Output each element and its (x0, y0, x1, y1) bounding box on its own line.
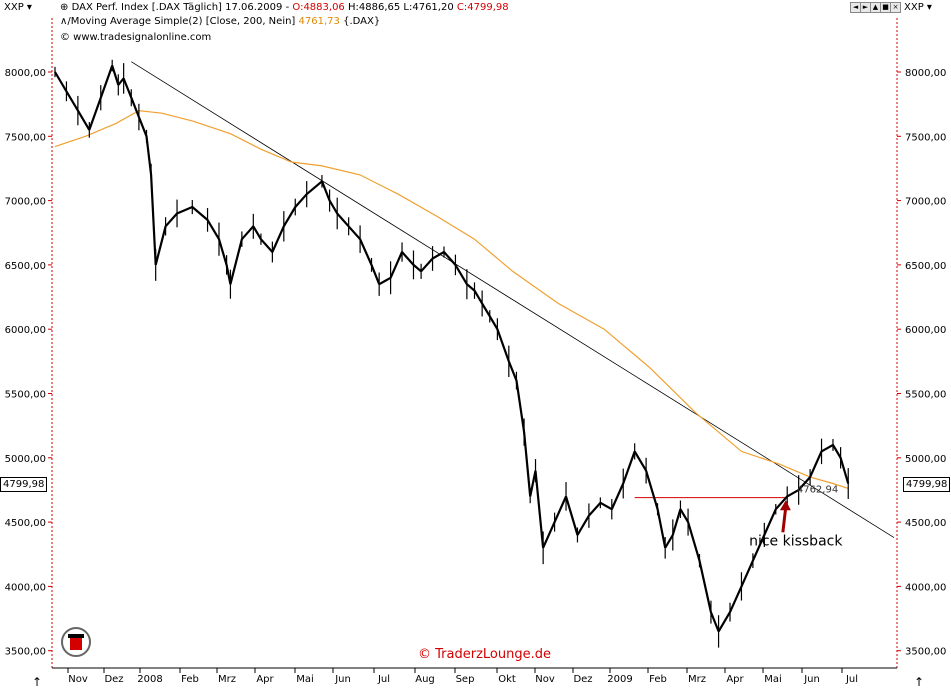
trendline (131, 61, 895, 538)
y-tick-label-left: 5500,00 (5, 390, 46, 401)
traderzlounge-logo (61, 627, 91, 657)
x-tick-label: Feb (181, 674, 199, 685)
y-tick-label-left: 6000,00 (5, 325, 46, 336)
y-tick-label-right: 4500,00 (905, 518, 946, 529)
kissback-arrow-shaft (781, 506, 788, 533)
x-tick-label: Jun (334, 674, 351, 685)
x-tick-label: Jun (803, 674, 820, 685)
candle-icon: ⊕ (60, 2, 69, 13)
high-low-value: H:4886,65 L:4761,20 (347, 2, 454, 13)
x-tick-label: Mrz (218, 674, 236, 685)
symbol-selector-left[interactable]: XXP ▾ (4, 2, 32, 13)
price-tag-right: 4799,98 (903, 477, 951, 492)
instrument-header: ⊕ DAX Perf. Index [.DAX Täglich] 17.06.2… (60, 2, 509, 13)
price-line (54, 65, 850, 632)
x-tick-label: Apr (726, 674, 744, 685)
y-tick-label-right: 4000,00 (905, 582, 946, 593)
x-tick-label: Dez (104, 674, 123, 685)
y-tick-label-left: 8000,00 (5, 68, 46, 79)
y-tick-label-right: 8000,00 (905, 68, 946, 79)
x-tick-label: Okt (498, 674, 516, 685)
kissback-annotation: nice kissback (749, 533, 843, 549)
moving-average-line (54, 109, 849, 489)
y-tick-label-right: 7500,00 (905, 132, 946, 143)
y-tick-label-left: 7500,00 (5, 132, 46, 143)
watermark: © TraderzLounge.de (418, 647, 551, 662)
kissback-arrow-head (779, 500, 791, 511)
open-value: O:4883,06 (292, 2, 345, 13)
y-tick-label-left: 4000,00 (5, 582, 46, 593)
y-tick-label-right: 3500,00 (905, 647, 946, 658)
y-tick-label-left: 3500,00 (5, 647, 46, 658)
price-tag-left: 4799,98 (0, 477, 48, 492)
x-tick-label: Apr (256, 674, 274, 685)
x-tick-label: Jul (845, 674, 858, 685)
y-tick-label-right: 6000,00 (905, 325, 946, 336)
close-value: C:4799,98 (456, 2, 509, 13)
x-tick-label: Sep (456, 674, 475, 685)
x-tick-label: Mai (296, 674, 314, 685)
x-tick-label: 2009 (607, 674, 632, 685)
x-tick-label: 2008 (137, 674, 162, 685)
x-tick-label: Feb (649, 674, 667, 685)
close-button[interactable]: × (890, 2, 901, 13)
x-tick-label: Mai (764, 674, 782, 685)
ma-value: 4761,73 (298, 16, 340, 27)
instrument-name: DAX Perf. Index [.DAX Täglich] 17.06.200… (71, 2, 290, 13)
ma-line-icon: ∧/ (60, 16, 71, 27)
x-tick-label: Nov (535, 674, 555, 685)
source-credit: © www.tradesignalonline.com (60, 32, 212, 43)
y-tick-label-left: 6500,00 (5, 261, 46, 272)
y-tick-label-right: 5000,00 (905, 454, 946, 465)
y-tick-label-left: 7000,00 (5, 197, 46, 208)
ma-header: ∧/Moving Average Simple(2) [Close, 200, … (60, 16, 380, 27)
ma-suffix: {.DAX} (343, 16, 381, 27)
x-tick-label: Jul (377, 674, 390, 685)
x-tick-label: Aug (415, 674, 435, 685)
scroll-left-arrow: ↑ (32, 675, 42, 688)
y-tick-label-left: 5000,00 (5, 454, 46, 465)
y-tick-label-right: 6500,00 (905, 261, 946, 272)
y-tick-label-right: 7000,00 (905, 197, 946, 208)
x-tick-label: Dez (573, 674, 592, 685)
y-tick-label-right: 5500,00 (905, 390, 946, 401)
scroll-right-arrow: ↑ (914, 675, 924, 688)
x-tick-label: Mrz (688, 674, 706, 685)
ma-label: Moving Average Simple(2) [Close, 200, Ne… (70, 16, 296, 27)
last-value-label: 4762,94 (797, 484, 838, 495)
x-tick-label: Nov (68, 674, 88, 685)
y-tick-label-left: 4500,00 (5, 518, 46, 529)
symbol-selector-right[interactable]: XXP ▾ (904, 2, 932, 13)
